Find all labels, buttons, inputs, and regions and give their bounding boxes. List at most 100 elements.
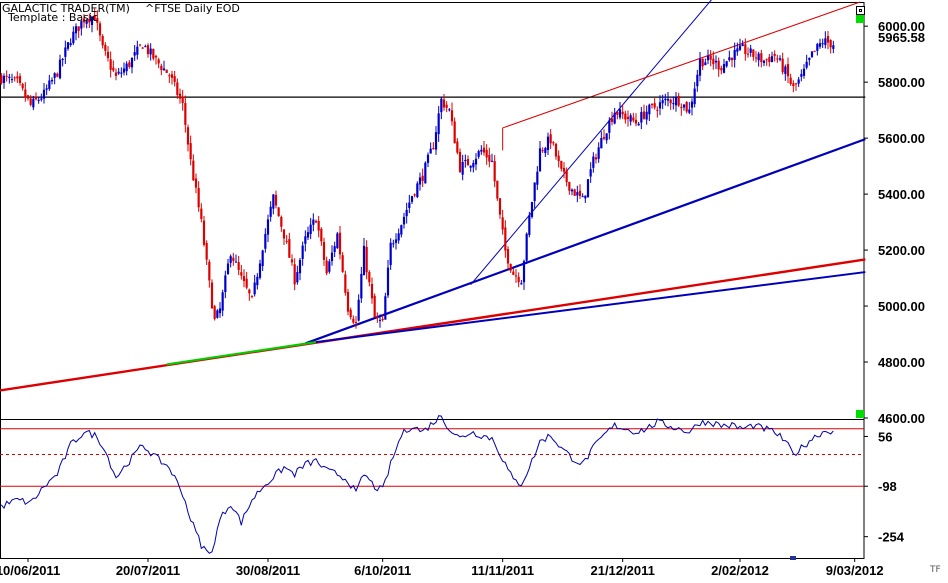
app-title: GALACTIC TRADER(TM)	[2, 2, 130, 15]
candle	[378, 314, 382, 328]
trend-line-1	[305, 271, 866, 345]
candle-body	[682, 104, 686, 108]
candle	[205, 240, 208, 266]
candle-body	[234, 261, 238, 263]
candle	[5, 70, 8, 82]
candle-body	[138, 44, 142, 46]
candle-body	[306, 232, 310, 238]
candle	[141, 46, 144, 49]
candle	[757, 51, 760, 67]
candle-body	[237, 262, 240, 270]
candle	[320, 227, 323, 246]
candle-body	[645, 111, 648, 120]
green-marker-icon[interactable]	[856, 15, 864, 23]
candle	[314, 219, 318, 223]
candle-body	[373, 295, 376, 318]
candle	[762, 59, 766, 67]
candle-body	[533, 182, 536, 202]
candle	[496, 180, 499, 201]
candle-body	[312, 219, 315, 225]
price-tick-label: 4800.00	[878, 355, 925, 370]
candle-body	[242, 276, 246, 282]
candle-body	[128, 62, 131, 67]
candle-body	[826, 36, 830, 43]
candle-body	[338, 232, 342, 255]
candle	[704, 58, 707, 66]
candle-body	[229, 256, 232, 263]
candle-body	[480, 149, 483, 152]
candle-body	[160, 65, 163, 71]
candle	[290, 254, 294, 266]
candle-body	[114, 72, 118, 76]
price-tick-label: 5200.00	[878, 243, 925, 258]
candle	[520, 279, 523, 285]
candle-body	[232, 257, 235, 261]
candle-body	[728, 57, 731, 61]
candle	[592, 152, 595, 173]
candle-body	[757, 53, 760, 61]
candle	[445, 101, 448, 113]
panel-toggle-icon[interactable]	[856, 6, 865, 15]
candle	[781, 52, 784, 75]
candle	[456, 138, 459, 155]
candle-body	[624, 113, 627, 120]
candle	[797, 76, 800, 87]
candle-body	[194, 178, 198, 188]
price-tick-label: 5000.00	[878, 299, 925, 314]
candle	[477, 149, 480, 159]
candle	[560, 160, 563, 172]
candle	[40, 93, 43, 102]
candle	[584, 195, 587, 203]
candle	[658, 95, 662, 116]
scroll-marker-icon[interactable]	[790, 556, 796, 560]
candle-body	[522, 261, 526, 283]
candle-body	[261, 250, 264, 267]
candle	[709, 50, 712, 67]
candle-body	[122, 68, 126, 73]
candle-body	[176, 82, 179, 95]
candle-body	[600, 137, 603, 149]
candle-body	[696, 74, 699, 87]
price-tick-label: 4600.00	[878, 411, 925, 426]
candle	[450, 102, 454, 126]
candle-body	[472, 162, 475, 168]
candle-body	[304, 236, 307, 244]
trend-line-2	[304, 138, 866, 345]
candle-body	[573, 189, 576, 196]
candle	[485, 144, 488, 165]
candle	[512, 268, 515, 276]
candle-body	[458, 151, 462, 172]
candle	[698, 51, 702, 82]
candle	[197, 181, 200, 212]
candle	[754, 51, 758, 63]
candle-body	[450, 110, 454, 122]
candle	[442, 94, 446, 111]
candle	[714, 55, 718, 70]
candle	[826, 31, 830, 50]
osc-tick-label: -254	[878, 530, 905, 545]
candle-body	[410, 196, 414, 202]
candle	[240, 264, 243, 280]
green-trend-segment	[166, 340, 317, 366]
candle-body	[773, 53, 776, 56]
candle	[650, 103, 654, 109]
candle-body	[674, 97, 678, 106]
green-marker-icon-lower[interactable]	[856, 410, 864, 418]
candle-body	[776, 58, 779, 60]
candle-body	[240, 272, 243, 276]
candle	[608, 117, 611, 140]
candle	[2, 73, 6, 89]
candle	[640, 106, 643, 130]
candle-body	[392, 243, 395, 245]
candle-body	[80, 21, 83, 29]
candle-body	[618, 109, 622, 118]
candle-body	[698, 58, 702, 76]
candle	[680, 103, 683, 116]
candle-body	[517, 276, 520, 283]
candle-body	[168, 75, 171, 77]
candle	[357, 294, 360, 322]
candle-body	[328, 261, 331, 272]
candles	[0, 8, 835, 329]
candle	[674, 91, 678, 112]
candle	[776, 54, 779, 63]
